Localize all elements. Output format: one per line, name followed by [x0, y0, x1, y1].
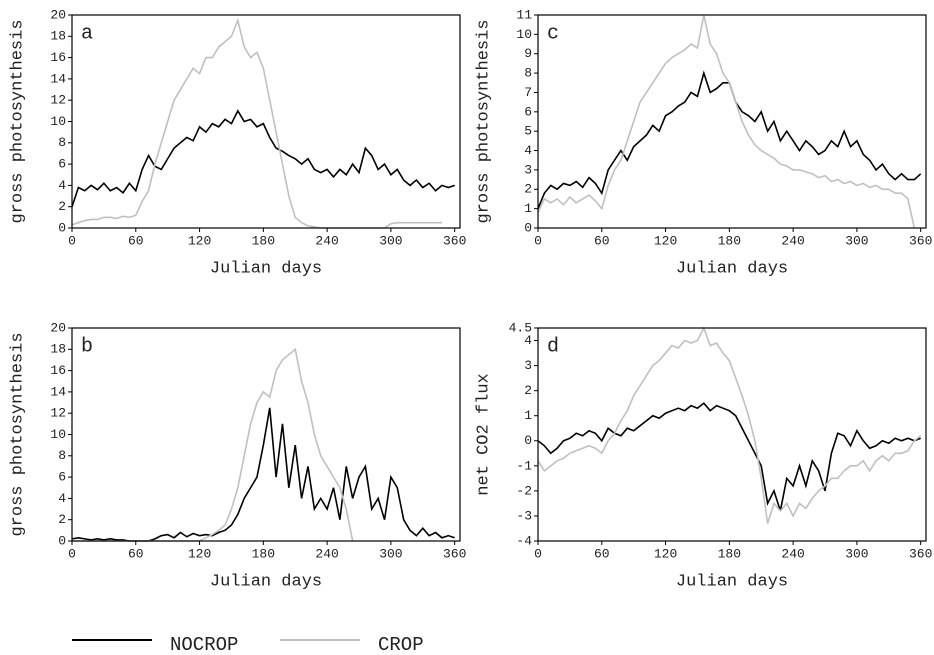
- y-tick-label: 4: [58, 178, 66, 193]
- y-tick-label: 2: [58, 512, 66, 527]
- y-tick-label: -3: [516, 508, 532, 523]
- x-tick-label: 300: [379, 546, 402, 561]
- x-tick-label: 60: [594, 546, 610, 561]
- y-tick-label: 5: [524, 124, 532, 139]
- y-tick-label: 2: [58, 199, 66, 214]
- x-tick-label: 120: [654, 546, 677, 561]
- y-tick-label: 0: [524, 433, 532, 448]
- x-tick-label: 240: [781, 546, 804, 561]
- y-tick-label: 18: [50, 29, 66, 44]
- x-tick-label: 360: [909, 233, 932, 248]
- y-tick-label: 1: [524, 201, 532, 216]
- series-line: [537, 402, 921, 512]
- y-tick-label: 6: [524, 104, 532, 119]
- series-line: [71, 109, 455, 207]
- y-tick-label: -1: [516, 458, 532, 473]
- y-tick-label: 9: [524, 46, 532, 61]
- x-tick-label: 360: [443, 233, 466, 248]
- x-tick-label: 180: [718, 233, 741, 248]
- series-line: [72, 347, 354, 542]
- series-line: [71, 407, 455, 542]
- series-line: [537, 325, 922, 524]
- x-tick-label: 360: [909, 546, 932, 561]
- plot-frame: [71, 14, 461, 229]
- x-tick-label: 180: [718, 546, 741, 561]
- x-tick-label: 240: [781, 233, 804, 248]
- plot-frame: [537, 327, 927, 542]
- panel-label: b: [81, 335, 93, 358]
- y-tick-label: 8: [58, 135, 66, 150]
- y-tick-label: 16: [50, 50, 66, 65]
- x-tick-label: 0: [68, 546, 76, 561]
- y-tick-label: 3: [524, 358, 532, 373]
- x-tick-label: 0: [534, 233, 542, 248]
- y-tick-label: 0: [524, 220, 532, 235]
- y-tick-label: 10: [516, 27, 532, 42]
- x-tick-label: 60: [128, 546, 144, 561]
- y-tick-label: 0: [58, 533, 66, 548]
- y-tick-label: 7: [524, 85, 532, 100]
- y-tick-label: 3: [524, 162, 532, 177]
- y-tick-label: -4: [516, 533, 532, 548]
- x-axis-title: Julian days: [210, 572, 322, 591]
- y-axis-title: gross photosynthesis: [474, 19, 493, 223]
- y-tick-label: 4.5: [509, 320, 532, 335]
- x-axis-title: Julian days: [676, 572, 788, 591]
- y-tick-label: 14: [50, 71, 66, 86]
- y-tick-label: 16: [50, 363, 66, 378]
- y-tick-label: 20: [50, 7, 66, 22]
- x-tick-label: 120: [188, 546, 211, 561]
- y-axis-title: gross photosynthesis: [8, 332, 27, 536]
- x-tick-label: 0: [534, 546, 542, 561]
- series-line: [71, 17, 442, 229]
- y-tick-label: 20: [50, 320, 66, 335]
- legend-label: NOCROP: [170, 634, 238, 655]
- panel-label: c: [547, 22, 559, 45]
- y-tick-label: 10: [50, 114, 66, 129]
- x-axis-title: Julian days: [210, 259, 322, 278]
- plot-frame: [537, 14, 927, 229]
- y-tick-label: 4: [524, 143, 532, 158]
- y-tick-label: 1: [524, 408, 532, 423]
- y-tick-label: 11: [516, 7, 532, 22]
- y-tick-label: 0: [58, 220, 66, 235]
- series-line: [537, 70, 922, 209]
- x-tick-label: 120: [654, 233, 677, 248]
- x-tick-label: 360: [443, 546, 466, 561]
- series-line: [537, 14, 916, 229]
- x-tick-label: 240: [315, 233, 338, 248]
- y-axis-title: net CO2 flux: [474, 373, 493, 495]
- y-tick-label: 12: [50, 93, 66, 108]
- y-tick-label: 2: [524, 383, 532, 398]
- x-axis-title: Julian days: [676, 259, 788, 278]
- x-tick-label: 60: [128, 233, 144, 248]
- legend-label: CROP: [378, 634, 424, 655]
- y-tick-label: 4: [58, 491, 66, 506]
- panel-label: d: [547, 335, 559, 358]
- x-tick-label: 300: [379, 233, 402, 248]
- x-tick-label: 180: [252, 233, 275, 248]
- y-tick-label: -2: [516, 483, 532, 498]
- y-tick-label: 2: [524, 182, 532, 197]
- y-tick-label: 6: [58, 157, 66, 172]
- y-tick-label: 10: [50, 427, 66, 442]
- x-tick-label: 300: [845, 233, 868, 248]
- x-tick-label: 120: [188, 233, 211, 248]
- y-tick-label: 12: [50, 406, 66, 421]
- y-tick-label: 4: [524, 333, 532, 348]
- x-tick-label: 180: [252, 546, 275, 561]
- x-tick-label: 0: [68, 233, 76, 248]
- y-tick-label: 14: [50, 384, 66, 399]
- y-axis-title: gross photosynthesis: [8, 19, 27, 223]
- y-tick-label: 8: [58, 448, 66, 463]
- x-tick-label: 240: [315, 546, 338, 561]
- y-tick-label: 18: [50, 342, 66, 357]
- x-tick-label: 60: [594, 233, 610, 248]
- y-tick-label: 8: [524, 66, 532, 81]
- y-tick-label: 6: [58, 470, 66, 485]
- x-tick-label: 300: [845, 546, 868, 561]
- panel-label: a: [81, 22, 93, 45]
